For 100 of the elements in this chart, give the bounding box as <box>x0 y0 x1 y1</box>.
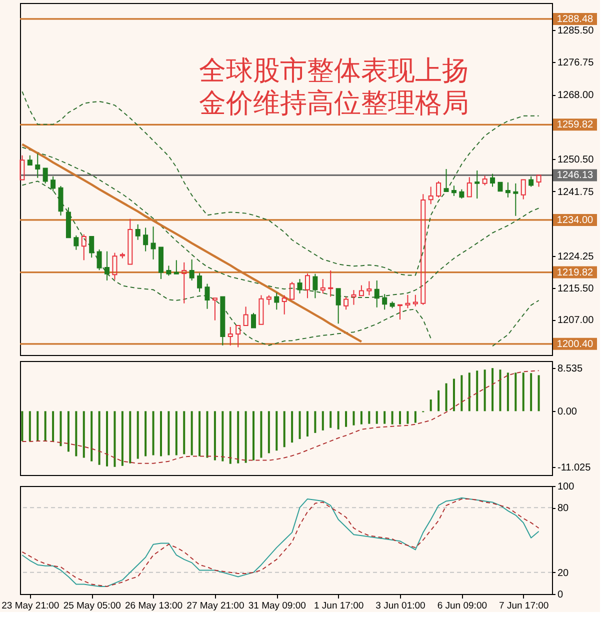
bar <box>252 411 255 460</box>
candlestick <box>128 218 133 265</box>
bar <box>506 372 509 412</box>
candlestick <box>374 280 380 308</box>
ref-line-label: 1200.40 <box>556 338 594 350</box>
bar <box>438 390 440 412</box>
candlestick <box>336 288 341 324</box>
bar <box>260 411 262 458</box>
x-tick-label: 23 May 21:00 <box>2 600 60 612</box>
candlestick <box>505 182 510 198</box>
bar <box>114 411 116 467</box>
candlestick <box>328 270 334 298</box>
bar <box>514 372 517 412</box>
bar <box>460 375 463 412</box>
bar <box>44 411 46 442</box>
x-tick-label: 25 May 05:00 <box>63 600 121 612</box>
candlestick <box>150 226 156 260</box>
bar <box>190 411 193 456</box>
text: 全球股市整体表现上扬 <box>198 56 469 86</box>
y-tick-label: 1250.50 <box>558 154 594 166</box>
ref-line-label: 1259.82 <box>556 120 594 131</box>
candlestick <box>243 306 248 326</box>
bar <box>538 375 540 412</box>
y-tick-label: 0 <box>558 590 564 600</box>
bar <box>368 411 370 424</box>
candlestick <box>236 324 241 348</box>
bar <box>452 378 455 412</box>
bar <box>214 411 216 460</box>
bar <box>484 370 486 412</box>
candlestick <box>398 304 402 320</box>
bar <box>283 411 286 448</box>
bar <box>406 411 409 424</box>
bar <box>52 411 54 442</box>
bar <box>90 411 93 462</box>
bar <box>268 411 270 454</box>
ref-line-label: 1234.00 <box>556 214 594 226</box>
bar <box>222 411 224 462</box>
candlestick <box>320 278 326 294</box>
bar <box>136 411 139 459</box>
y-tick-label: 1215.50 <box>558 284 594 295</box>
bar <box>522 372 524 412</box>
bar <box>360 411 362 424</box>
x-tick-label: 27 May 21:00 <box>186 600 244 612</box>
bar <box>298 411 301 440</box>
y-tick-label: 1207.00 <box>558 315 594 326</box>
bar <box>352 411 355 426</box>
y-tick-label: 0.00 <box>558 406 578 418</box>
bar <box>530 373 532 412</box>
candlestick <box>143 227 148 252</box>
bar <box>322 411 324 430</box>
candlestick <box>358 284 364 296</box>
candlestick <box>212 298 218 321</box>
bar <box>492 368 494 412</box>
bar <box>276 411 278 451</box>
bar <box>206 411 208 458</box>
ref-line-label: 1246.13 <box>556 170 594 182</box>
bar <box>468 372 470 412</box>
y-tick-label: 1285.50 <box>558 25 594 36</box>
bar <box>399 411 401 424</box>
bar <box>237 411 240 464</box>
bar <box>21 411 24 442</box>
candlestick <box>466 176 472 198</box>
y-tick-label: 1268.00 <box>558 90 594 102</box>
bar <box>337 411 340 430</box>
bar <box>414 411 416 423</box>
candlestick <box>444 168 449 192</box>
bar <box>198 411 201 456</box>
y-tick-label: 100 <box>558 482 575 492</box>
x-tick-label: 3 Jun 01:00 <box>376 600 426 612</box>
x-tick-label: 7 Jun 17:00 <box>499 600 549 612</box>
bar <box>430 400 432 412</box>
y-tick-label: 20 <box>558 568 570 579</box>
y-tick-label: 1241.75 <box>558 186 594 198</box>
bar <box>384 411 386 424</box>
ref-line-label: 1288.48 <box>556 14 594 25</box>
line-series <box>22 370 540 464</box>
bar <box>98 411 100 465</box>
bar <box>345 411 348 427</box>
candlestick <box>258 294 264 325</box>
bar <box>476 370 478 412</box>
bar <box>499 370 502 412</box>
bar <box>445 383 448 412</box>
x-tick-label: 1 Jun 17:00 <box>314 600 364 612</box>
bar <box>129 411 132 464</box>
line-series <box>22 91 540 276</box>
bar <box>168 411 170 456</box>
y-tick-label: 1224.25 <box>558 251 594 262</box>
x-tick-label: 26 May 13:00 <box>124 600 183 612</box>
bar <box>175 411 178 456</box>
candlestick <box>498 182 503 192</box>
bar <box>36 411 39 442</box>
bar <box>314 411 316 433</box>
bar <box>144 411 147 456</box>
y-tick-label: 80 <box>558 503 570 514</box>
bar <box>121 411 124 466</box>
bar <box>330 411 332 428</box>
text: 金价维持高位整理格局 <box>198 88 469 118</box>
candlestick <box>228 326 233 346</box>
bar <box>376 411 378 424</box>
bar <box>306 411 308 436</box>
